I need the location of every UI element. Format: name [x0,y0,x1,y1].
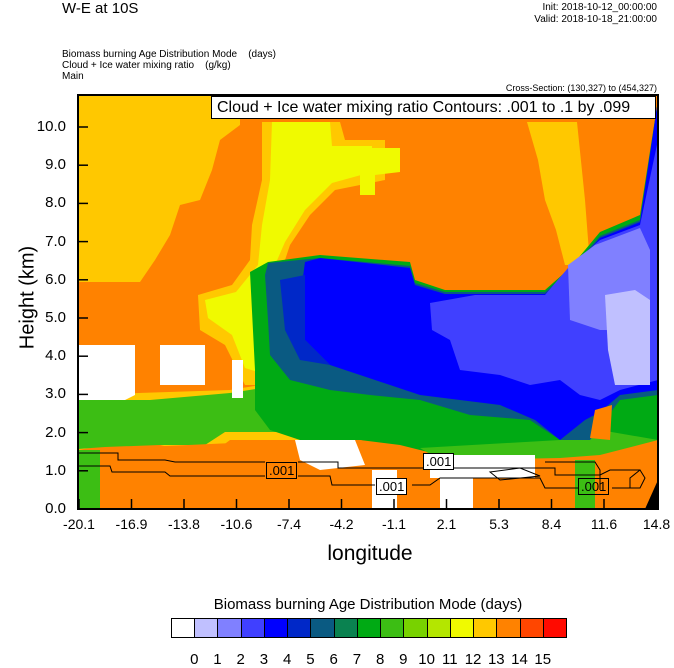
field-age-9 [78,450,100,509]
colorbar-label: 15 [528,651,558,668]
colorbar-swatch [520,618,544,638]
x-tick-label: 2.1 [422,516,472,532]
colorbar-swatch [310,618,334,638]
contour-legend: Cloud + Ice water mixing ratio Contours:… [211,96,656,119]
colorbar-swatch [543,618,567,638]
field-age-0 [78,345,135,400]
filled-contours [78,95,658,509]
y-tick-label: 8.0 [26,194,66,211]
x-tick-label: -1.1 [369,516,419,532]
colorbar-swatch [264,618,288,638]
field-age-0 [440,478,473,509]
colorbar-swatch [403,618,427,638]
x-tick-label: -13.8 [159,516,209,532]
contour-label: .001 [423,453,454,470]
colorbar-swatch [496,618,520,638]
colorbar-swatch [473,618,497,638]
x-axis-title: longitude [300,542,440,566]
x-tick-label: -16.9 [107,516,157,532]
colorbar-swatch [171,618,195,638]
x-tick-label: 11.6 [579,516,629,532]
colorbar-swatch [217,618,241,638]
colorbar-swatch [241,618,265,638]
y-axis-title: Height (km) [17,238,40,358]
colorbar-swatch [334,618,358,638]
colorbar-swatch [427,618,451,638]
y-tick-label: 1.0 [26,462,66,479]
colorbar-swatch [380,618,404,638]
contour-label: .001 [266,462,297,479]
y-tick-label: 2.0 [26,424,66,441]
y-tick-label: 3.0 [26,385,66,402]
colorbar-swatch [357,618,381,638]
x-tick-label: -10.6 [212,516,262,532]
contour-label: .001 [376,478,407,495]
y-tick-label: 9.0 [26,156,66,173]
colorbar-swatch [450,618,474,638]
colorbar-title: Biomass burning Age Distribution Mode (d… [170,596,566,613]
field-age-0 [160,345,205,385]
field-age-0 [232,360,243,398]
colorbar-swatch [287,618,311,638]
x-tick-label: -20.1 [54,516,104,532]
x-tick-label: -7.4 [264,516,314,532]
colorbar-swatch [194,618,218,638]
y-tick-label: 10.0 [26,118,66,135]
x-tick-label: 8.4 [527,516,577,532]
x-tick-label: 14.8 [632,516,674,532]
x-tick-label: -4.2 [317,516,367,532]
contour-label: .001 [578,478,609,495]
y-tick-label: 0.0 [26,500,66,517]
x-tick-label: 5.3 [474,516,524,532]
